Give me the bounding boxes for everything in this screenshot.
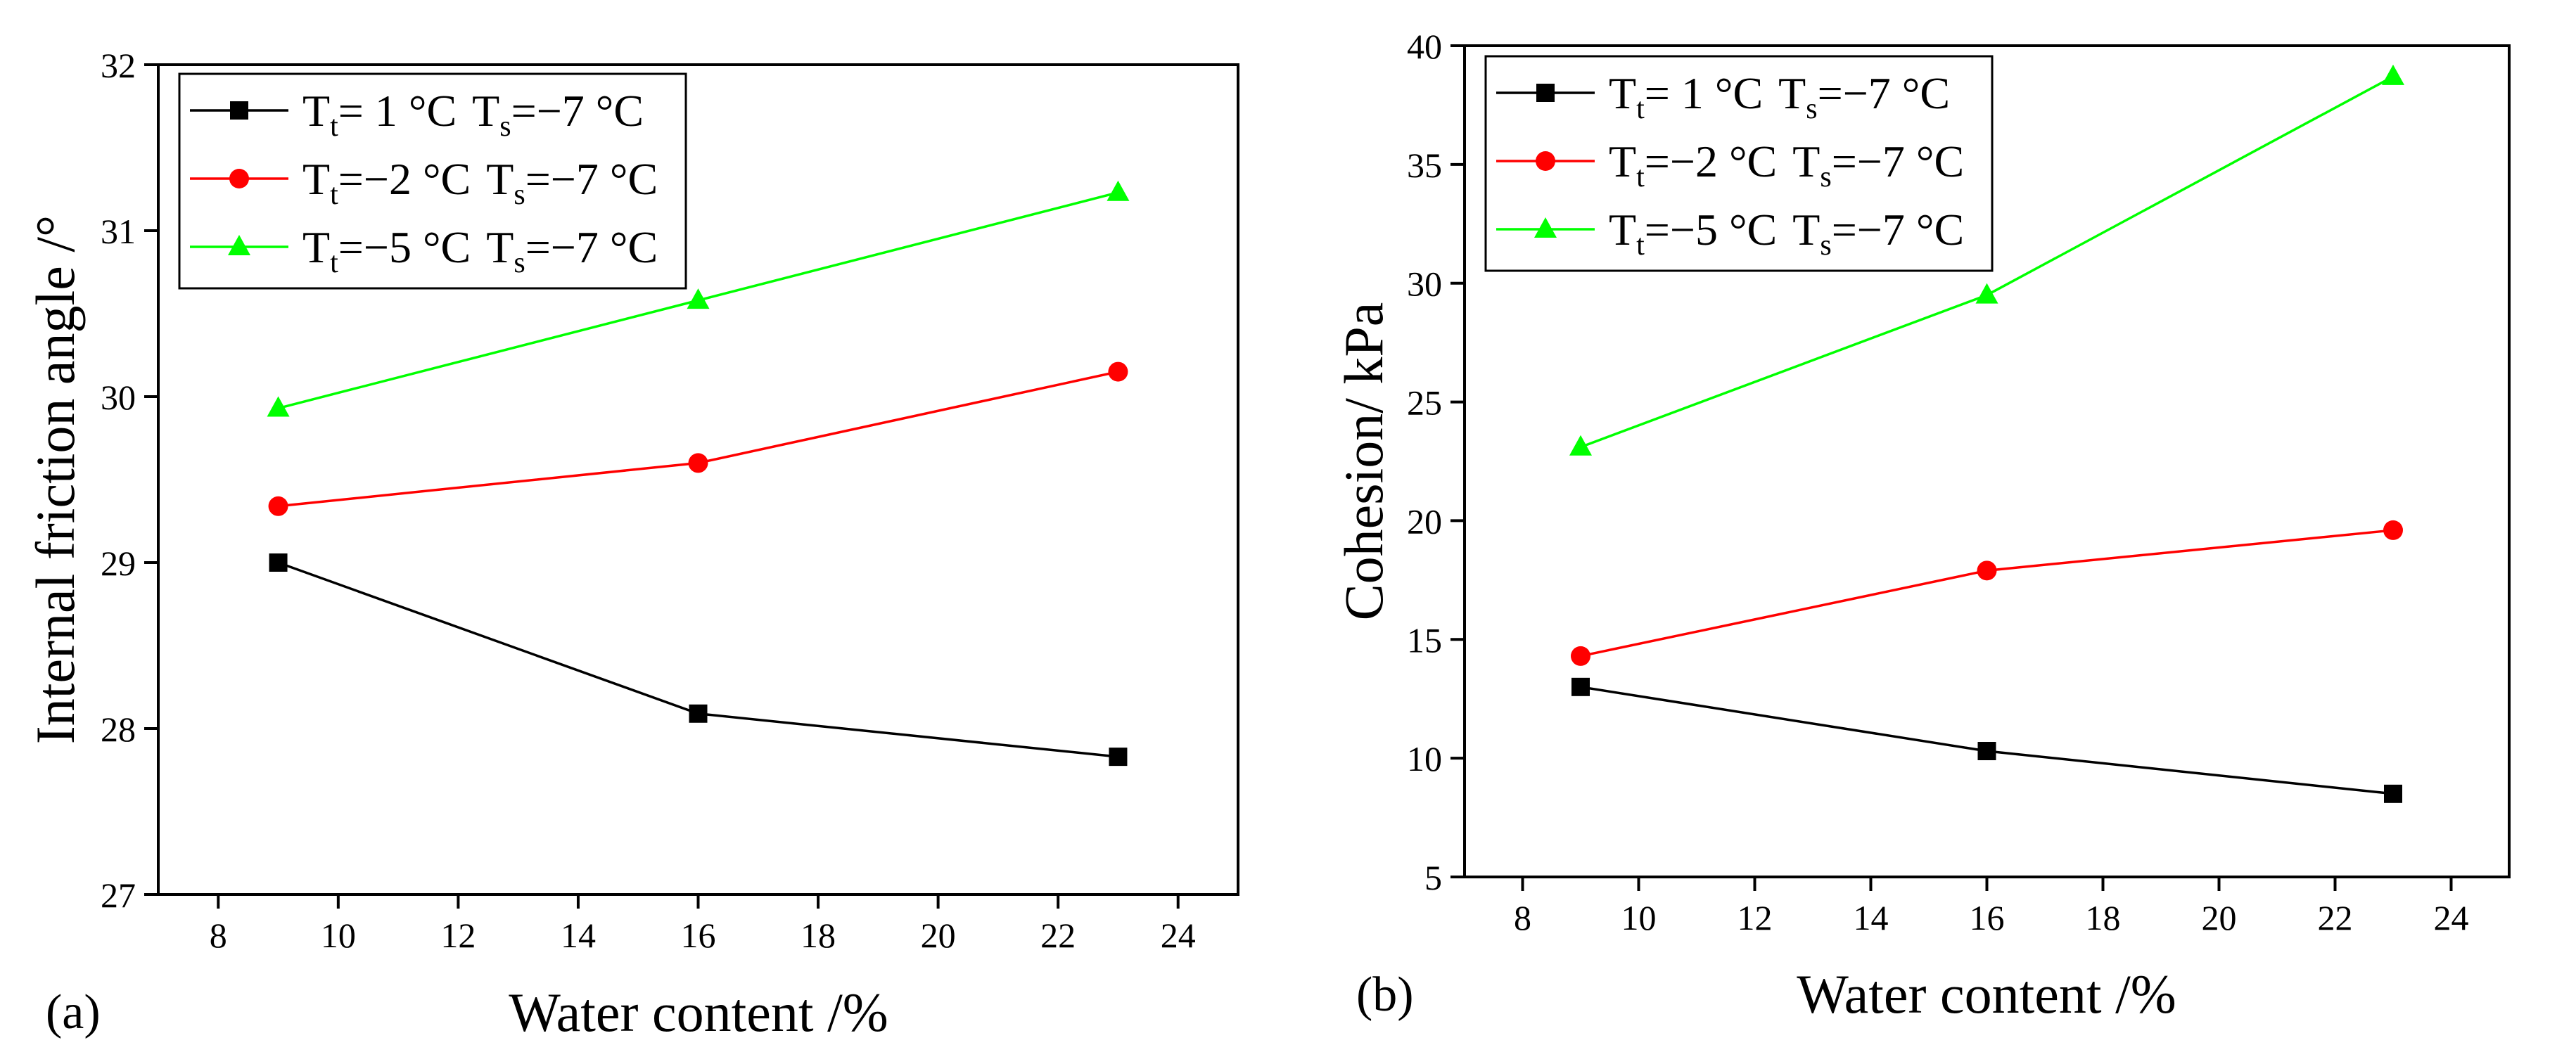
- data-point-series-3: [267, 396, 290, 417]
- data-point-series-1: [1109, 748, 1128, 767]
- x-axis-label-b: Water content /%: [1797, 963, 2176, 1025]
- series-line-1: [1580, 686, 2394, 795]
- legend-marker-3: [228, 235, 250, 255]
- legend-marker-2: [1536, 151, 1555, 171]
- x-tick-label: 18: [801, 916, 836, 955]
- legend-entry-2: Tt=−2 °C Ts=−7 °C: [1609, 136, 1964, 193]
- legend-marker-3: [1534, 217, 1557, 238]
- x-tick-label: 22: [1040, 916, 1076, 955]
- panel-label-a: (a): [46, 985, 101, 1039]
- y-axis-label-a: Internal friction angle /°: [25, 215, 86, 744]
- y-tick-label: 32: [101, 46, 136, 85]
- x-tick-label: 10: [321, 916, 356, 955]
- x-tick-label: 8: [1514, 898, 1531, 937]
- x-tick-label: 12: [1737, 898, 1773, 937]
- y-tick-label: 5: [1424, 858, 1442, 897]
- legend-entry-1: Tt= 1 °C Ts=−7 °C: [1609, 68, 1950, 125]
- data-point-series-2: [1571, 646, 1590, 666]
- x-tick-label: 12: [440, 916, 476, 955]
- legend-entry-3: Tt=−5 °C Ts=−7 °C: [302, 222, 658, 279]
- y-tick-label: 30: [101, 378, 136, 417]
- x-tick-label: 14: [1854, 898, 1889, 937]
- legend-a: Tt= 1 °C Ts=−7 °C Tt=−2 °C Ts=−7 °C Tt=−5 °C…: [178, 72, 687, 290]
- x-tick-label: 8: [210, 916, 227, 955]
- x-tick-label: 16: [681, 916, 716, 955]
- y-tick-label: 35: [1407, 146, 1442, 185]
- data-point-series-1: [1977, 742, 1996, 761]
- legend-entry-1: Tt= 1 °C Ts=−7 °C: [302, 86, 644, 143]
- x-tick-label: 24: [2434, 898, 2469, 937]
- series-line-2: [278, 370, 1118, 508]
- y-tick-label: 15: [1407, 620, 1442, 660]
- data-point-series-3: [1975, 283, 1998, 304]
- data-point-series-1: [689, 704, 708, 723]
- data-point-series-2: [1108, 361, 1128, 382]
- y-tick-label: 31: [101, 212, 136, 251]
- y-tick-label: 10: [1407, 739, 1442, 778]
- y-tick-label: 40: [1407, 27, 1442, 66]
- series-line-1: [277, 561, 1118, 758]
- data-point-series-3: [1569, 435, 1592, 456]
- x-tick-label: 10: [1621, 898, 1657, 937]
- data-point-series-2: [1977, 560, 1997, 581]
- series-markers-a: [267, 180, 1130, 767]
- x-axis-label-a: Water content /%: [509, 982, 888, 1043]
- y-tick-label: 29: [101, 544, 136, 583]
- data-point-series-1: [269, 553, 288, 572]
- data-point-series-2: [2383, 520, 2403, 540]
- chart-panel-b: 8 10 12 14 16 18 20 22 24 5 10 15 20 25 30 35 40 Tt= 1 °…: [1333, 27, 2511, 1025]
- data-point-series-3: [2382, 64, 2404, 85]
- data-point-series-3: [687, 288, 710, 309]
- legend-marker-1: [1536, 84, 1555, 102]
- legend-marker-2: [229, 169, 249, 188]
- x-tick-label: 20: [921, 916, 956, 955]
- legend-entry-3: Tt=−5 °C Ts=−7 °C: [1609, 205, 1964, 262]
- y-tick-label: 25: [1407, 383, 1442, 423]
- x-tick-label: 20: [2202, 898, 2237, 937]
- axes-ticks-b: 8 10 12 14 16 18 20 22 24 5 10 15 20 25 30 35 40: [1407, 27, 2469, 937]
- y-tick-label: 20: [1407, 501, 1442, 541]
- data-point-series-1: [1571, 677, 1590, 696]
- data-point-series-3: [1107, 180, 1130, 201]
- data-point-series-1: [2384, 784, 2402, 803]
- series-markers-b: [1569, 64, 2404, 803]
- legend-marker-1: [230, 101, 248, 120]
- x-tick-label: 14: [561, 916, 596, 955]
- series-line-2: [1580, 529, 2394, 658]
- y-tick-label: 28: [101, 710, 136, 749]
- x-tick-label: 24: [1161, 916, 1196, 955]
- x-tick-label: 16: [1970, 898, 2005, 937]
- panel-label-b: (b): [1356, 968, 1414, 1022]
- data-point-series-2: [268, 496, 288, 516]
- chart-panel-a: 8 10 12 14 16 18 20 22 24 27 28 29 30 31 32 Tt= 1 °C Ts…: [25, 46, 1239, 1043]
- legend-entry-2: Tt=−2 °C Ts=−7 °C: [302, 154, 658, 211]
- legend-b: Tt= 1 °C Ts=−7 °C Tt=−2 °C Ts=−7 °C Tt=−5 °C…: [1484, 55, 1994, 272]
- axes-ticks-a: 8 10 12 14 16 18 20 22 24 27 28 29 30 31 32: [101, 46, 1196, 955]
- y-tick-label: 30: [1407, 264, 1442, 304]
- x-tick-label: 18: [2086, 898, 2121, 937]
- y-tick-label: 27: [101, 876, 136, 915]
- data-point-series-2: [688, 453, 708, 473]
- x-tick-label: 22: [2318, 898, 2353, 937]
- y-axis-label-b: Cohesion/ kPa: [1333, 302, 1394, 621]
